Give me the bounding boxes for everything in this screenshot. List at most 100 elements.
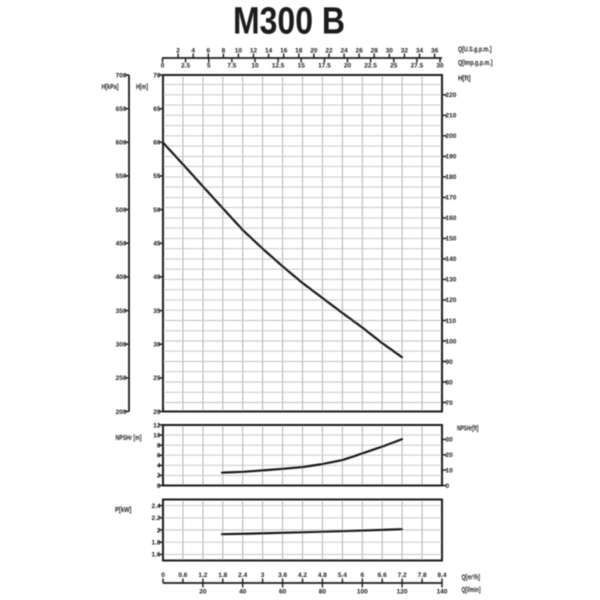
svg-text:0: 0 bbox=[157, 483, 161, 490]
svg-text:140: 140 bbox=[437, 589, 448, 596]
svg-text:H[ft]: H[ft] bbox=[458, 76, 471, 83]
svg-text:8: 8 bbox=[157, 443, 161, 450]
svg-text:0: 0 bbox=[161, 63, 165, 70]
svg-text:190: 190 bbox=[446, 154, 457, 161]
svg-text:25: 25 bbox=[390, 63, 398, 70]
svg-text:P[kW]: P[kW] bbox=[115, 507, 132, 514]
svg-text:120: 120 bbox=[446, 297, 457, 304]
svg-text:160: 160 bbox=[446, 215, 457, 222]
svg-text:200: 200 bbox=[116, 409, 127, 416]
svg-text:180: 180 bbox=[446, 174, 457, 181]
svg-text:1.8: 1.8 bbox=[151, 540, 160, 547]
svg-text:12: 12 bbox=[250, 48, 258, 55]
svg-text:20: 20 bbox=[153, 409, 161, 416]
svg-text:60: 60 bbox=[279, 589, 287, 596]
svg-text:55: 55 bbox=[153, 173, 161, 180]
svg-text:6: 6 bbox=[157, 453, 161, 460]
svg-text:7.5: 7.5 bbox=[227, 63, 236, 70]
svg-text:20: 20 bbox=[446, 452, 454, 459]
svg-text:2.4: 2.4 bbox=[151, 503, 160, 510]
svg-text:4: 4 bbox=[157, 463, 161, 470]
svg-text:10: 10 bbox=[235, 48, 243, 55]
svg-text:45: 45 bbox=[153, 241, 161, 248]
svg-text:26: 26 bbox=[355, 48, 363, 55]
svg-text:Q[m³/h]: Q[m³/h] bbox=[462, 575, 481, 582]
svg-text:2.5: 2.5 bbox=[181, 63, 190, 70]
svg-text:30: 30 bbox=[153, 342, 161, 349]
svg-text:12: 12 bbox=[153, 422, 161, 429]
svg-text:4.8: 4.8 bbox=[318, 572, 327, 579]
svg-text:Q[U.S.g.p.m.]: Q[U.S.g.p.m.] bbox=[458, 47, 492, 54]
svg-text:500: 500 bbox=[116, 207, 127, 214]
svg-text:80: 80 bbox=[319, 589, 327, 596]
svg-text:30: 30 bbox=[436, 63, 444, 70]
svg-text:0: 0 bbox=[446, 483, 450, 490]
svg-text:36: 36 bbox=[431, 48, 439, 55]
svg-text:350: 350 bbox=[116, 308, 127, 315]
svg-text:120: 120 bbox=[397, 589, 408, 596]
svg-text:3.6: 3.6 bbox=[278, 572, 287, 579]
svg-text:200: 200 bbox=[446, 133, 457, 140]
svg-text:600: 600 bbox=[116, 140, 127, 147]
svg-text:20: 20 bbox=[344, 63, 352, 70]
svg-text:7.2: 7.2 bbox=[398, 572, 407, 579]
svg-text:7.8: 7.8 bbox=[418, 572, 427, 579]
svg-text:10: 10 bbox=[251, 63, 259, 70]
svg-text:2.4: 2.4 bbox=[238, 572, 247, 579]
svg-text:6: 6 bbox=[360, 572, 364, 579]
svg-text:20: 20 bbox=[310, 48, 318, 55]
svg-text:8: 8 bbox=[222, 48, 226, 55]
svg-text:650: 650 bbox=[116, 106, 127, 113]
svg-text:100: 100 bbox=[357, 589, 368, 596]
svg-text:22: 22 bbox=[325, 48, 333, 55]
svg-text:1.6: 1.6 bbox=[151, 552, 160, 559]
svg-text:150: 150 bbox=[446, 236, 457, 243]
svg-text:450: 450 bbox=[116, 241, 127, 248]
svg-text:4: 4 bbox=[191, 48, 195, 55]
svg-text:16: 16 bbox=[280, 48, 288, 55]
svg-text:60: 60 bbox=[153, 140, 161, 147]
svg-text:30: 30 bbox=[386, 48, 394, 55]
svg-text:70: 70 bbox=[153, 72, 161, 79]
svg-text:6.6: 6.6 bbox=[378, 572, 387, 579]
svg-text:2: 2 bbox=[176, 48, 180, 55]
svg-text:0.6: 0.6 bbox=[178, 572, 187, 579]
svg-text:110: 110 bbox=[446, 318, 457, 325]
svg-text:5.4: 5.4 bbox=[338, 572, 347, 579]
svg-text:90: 90 bbox=[446, 359, 454, 366]
svg-text:22.5: 22.5 bbox=[364, 63, 377, 70]
svg-text:Q[l/min]: Q[l/min] bbox=[462, 587, 481, 594]
svg-text:3: 3 bbox=[261, 572, 265, 579]
svg-text:10: 10 bbox=[446, 467, 454, 474]
svg-text:140: 140 bbox=[446, 256, 457, 263]
svg-text:35: 35 bbox=[153, 308, 161, 315]
svg-text:17.5: 17.5 bbox=[318, 63, 331, 70]
svg-text:65: 65 bbox=[153, 106, 161, 113]
svg-text:27.5: 27.5 bbox=[411, 63, 424, 70]
svg-text:1.8: 1.8 bbox=[218, 572, 227, 579]
svg-text:34: 34 bbox=[416, 48, 424, 55]
svg-text:NPSHr [m]: NPSHr [m] bbox=[116, 435, 142, 442]
svg-text:10: 10 bbox=[153, 432, 161, 439]
svg-text:28: 28 bbox=[371, 48, 379, 55]
svg-text:1.2: 1.2 bbox=[198, 572, 207, 579]
svg-text:250: 250 bbox=[116, 375, 127, 382]
svg-text:400: 400 bbox=[116, 274, 127, 281]
svg-text:2: 2 bbox=[157, 473, 161, 480]
svg-text:18: 18 bbox=[295, 48, 303, 55]
svg-text:100: 100 bbox=[446, 338, 457, 345]
svg-text:40: 40 bbox=[239, 589, 247, 596]
svg-text:15: 15 bbox=[298, 63, 306, 70]
svg-text:H[m]: H[m] bbox=[136, 84, 148, 91]
svg-text:30: 30 bbox=[446, 437, 454, 444]
svg-text:14: 14 bbox=[265, 48, 273, 55]
svg-text:700: 700 bbox=[116, 72, 127, 79]
svg-text:5: 5 bbox=[207, 63, 211, 70]
svg-text:220: 220 bbox=[446, 92, 457, 99]
svg-text:300: 300 bbox=[116, 342, 127, 349]
svg-text:80: 80 bbox=[446, 379, 454, 386]
svg-text:24: 24 bbox=[340, 48, 348, 55]
svg-text:Q[Imp.g.p.m.]: Q[Imp.g.p.m.] bbox=[458, 60, 493, 67]
svg-text:M300 B: M300 B bbox=[233, 1, 345, 43]
svg-text:NPSHr[ft]: NPSHr[ft] bbox=[457, 426, 479, 433]
